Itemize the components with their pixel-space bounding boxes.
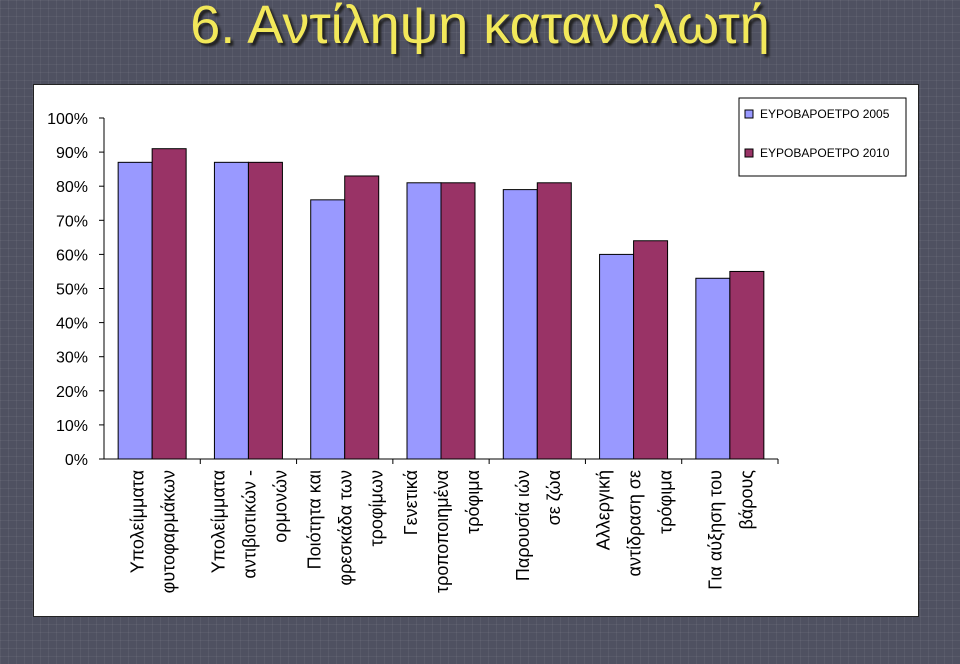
category-label-line: αντίδραση σε — [625, 470, 645, 576]
category-label-line: τροποποιημένα — [432, 470, 452, 593]
legend-label: ΕΥΡΟΒΑΡΟΕΤΡΟ 2005 — [760, 107, 890, 121]
category-label-line: τρόφιμα — [463, 470, 483, 534]
category-label-line: Αλλεργική — [594, 470, 614, 550]
category-label-line: φρεσκάδα των — [336, 470, 356, 586]
legend-label: ΕΥΡΟΒΑΡΟΕΤΡΟ 2010 — [760, 146, 890, 160]
y-tick-label: 0% — [65, 452, 88, 469]
category-label-line: Παρουσία ιών — [513, 470, 533, 581]
category-label-line: Υπολείμματα — [208, 470, 228, 573]
category-label: Ποιότητα και φρεσκάδα των τροφίμων — [305, 470, 387, 586]
bar — [633, 240, 669, 460]
y-tick-label: 20% — [56, 384, 88, 401]
slide-title: 6. Αντίληψη καταναλωτή — [190, 0, 770, 55]
legend-swatch — [744, 109, 754, 119]
y-tick-label: 10% — [56, 418, 88, 435]
bar — [406, 182, 442, 460]
y-tick-label: 100% — [47, 111, 88, 128]
y-tick-label: 90% — [56, 145, 88, 162]
y-tick-label: 40% — [56, 316, 88, 333]
y-tick-label: 80% — [56, 179, 88, 196]
category-label-line: τρόφιμα — [656, 470, 676, 534]
y-tick-label: 60% — [56, 247, 88, 264]
category-label-line: Για αύξηση του — [705, 470, 725, 590]
legend-swatch — [744, 148, 754, 158]
bar — [599, 253, 635, 460]
bar — [695, 277, 731, 460]
category-label: Παρουσία ιών σε ζώα — [513, 470, 564, 581]
bar — [213, 161, 249, 460]
y-tick-label: 50% — [56, 282, 88, 299]
legend — [738, 97, 907, 177]
category-label: Για αύξηση του βάρους — [705, 470, 756, 590]
bar — [536, 182, 572, 460]
bar — [117, 161, 153, 460]
category-label-line: Ποιότητα και — [305, 470, 325, 569]
category-label-line: Γενετικά — [401, 470, 421, 535]
bar — [440, 182, 476, 460]
bar — [151, 148, 187, 460]
bar — [502, 189, 538, 460]
category-label-line: τροφίμων — [367, 470, 387, 546]
y-tick-label: 70% — [56, 213, 88, 230]
category-label-line: σε ζώα — [544, 470, 564, 525]
category-label: Υπολείμματα φυτοφαρμάκων — [128, 470, 179, 593]
category-label: Υπολείμματα αντιβιοτικών - ορμονών — [208, 470, 290, 579]
bar — [310, 199, 346, 460]
y-tick-label: 30% — [56, 350, 88, 367]
category-label-line: φυτοφαρμάκων — [159, 470, 179, 593]
category-label-line: βάρους — [736, 470, 756, 530]
bar — [247, 161, 283, 460]
category-label-line: Υπολείμματα — [128, 470, 148, 573]
bar — [344, 175, 380, 460]
category-label-line: αντιβιοτικών - — [239, 470, 259, 579]
bar — [729, 270, 765, 460]
category-label: Αλλεργική αντίδραση σε τρόφιμα — [594, 470, 676, 576]
category-label: Γενετικά τροποποιημένα τρόφιμα — [401, 470, 483, 593]
category-label-line: ορμονών — [270, 470, 290, 543]
